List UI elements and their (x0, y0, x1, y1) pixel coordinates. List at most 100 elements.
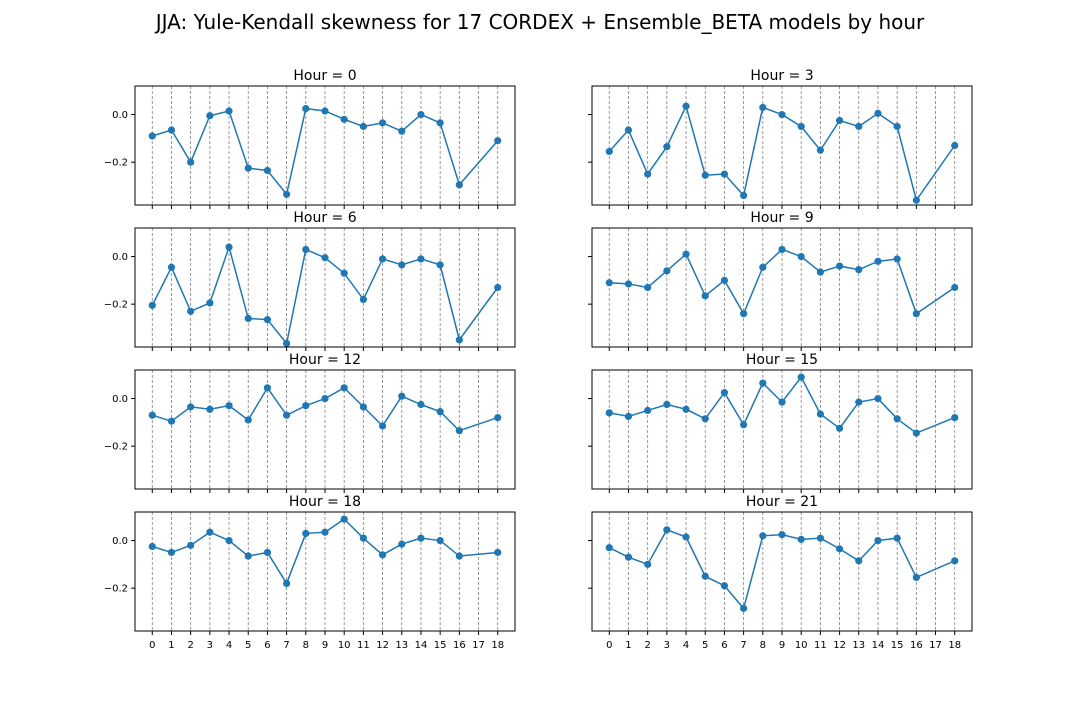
data-point (644, 560, 652, 568)
data-point (855, 398, 863, 406)
data-point (244, 552, 252, 560)
data-point (816, 268, 824, 276)
y-tick-label: −0.2 (104, 584, 128, 595)
x-tick-label: 8 (760, 640, 766, 651)
data-point (455, 427, 463, 435)
series-line (608, 104, 956, 202)
y-tick-label: 0.0 (112, 536, 128, 547)
x-tick-label: 8 (303, 640, 309, 651)
data-point (740, 604, 748, 612)
data-point (417, 110, 425, 119)
data-point (624, 280, 633, 288)
x-tick-label: 10 (338, 640, 351, 651)
axes-frame (591, 85, 973, 206)
data-point (644, 170, 652, 178)
data-point (605, 147, 613, 156)
data-point (797, 122, 805, 131)
data-point (167, 548, 176, 557)
data-point (740, 191, 748, 200)
data-point (206, 112, 214, 120)
data-point (816, 410, 824, 418)
data-point (701, 415, 709, 423)
data-point (835, 116, 844, 125)
x-tick-label: 11 (814, 640, 827, 651)
x-tick-label: 7 (740, 640, 746, 651)
data-point (624, 553, 633, 561)
axes-frame (134, 227, 516, 348)
data-point (398, 540, 406, 548)
data-point (340, 515, 348, 523)
data-point (605, 544, 613, 552)
data-point (302, 529, 310, 538)
data-point (797, 535, 805, 543)
data-point (494, 548, 502, 557)
data-point (321, 528, 329, 536)
panel-title: Hour = 3 (750, 68, 813, 84)
x-tick-label: 12 (833, 640, 846, 651)
x-tick-label: 0 (149, 640, 155, 651)
x-tick-label: 15 (434, 640, 447, 651)
data-point (663, 143, 671, 151)
panel-title: Hour = 15 (746, 352, 818, 368)
data-point (378, 119, 387, 127)
data-point (759, 263, 767, 271)
data-point (912, 196, 920, 204)
data-point (893, 255, 901, 263)
data-point (720, 276, 729, 284)
data-point (359, 534, 367, 542)
chart-panel: Hour = 15 (588, 352, 973, 493)
data-point (283, 579, 291, 588)
data-point (244, 164, 252, 172)
axes-frame (134, 511, 516, 632)
data-point (494, 283, 502, 292)
data-point (855, 557, 863, 565)
x-tick-label: 14 (415, 640, 428, 651)
data-point (148, 132, 156, 140)
x-tick-label: 3 (664, 640, 670, 651)
data-point (283, 190, 291, 198)
data-point (359, 403, 367, 411)
data-point (778, 245, 786, 254)
data-point (835, 545, 844, 553)
data-point (225, 107, 233, 115)
data-point (398, 392, 406, 400)
data-point (893, 534, 901, 542)
axes-frame (591, 227, 973, 348)
data-point (701, 572, 709, 580)
data-point (893, 415, 901, 423)
data-point (283, 411, 291, 419)
data-point (378, 551, 387, 559)
data-point (187, 403, 195, 411)
data-point (206, 528, 214, 536)
data-point (283, 339, 291, 348)
panel-title: Hour = 6 (293, 210, 356, 226)
data-point (340, 269, 348, 277)
data-point (663, 267, 671, 275)
x-tick-label: 14 (872, 640, 885, 651)
panel-title: Hour = 9 (750, 210, 813, 226)
x-tick-label: 1 (168, 640, 174, 651)
y-tick-label: −0.2 (104, 158, 128, 169)
data-point (951, 283, 959, 292)
data-point (951, 414, 959, 422)
data-point (167, 263, 176, 271)
x-tick-label: 16 (910, 640, 923, 651)
data-point (759, 532, 767, 540)
x-tick-label: 2 (187, 640, 193, 651)
x-tick-label: 18 (491, 640, 504, 651)
data-point (206, 405, 214, 413)
data-point (874, 394, 882, 403)
x-tick-label: 10 (795, 640, 808, 651)
data-point (682, 250, 690, 258)
x-tick-label: 18 (948, 640, 961, 651)
data-point (740, 310, 748, 318)
data-point (244, 314, 252, 323)
y-tick-label: −0.2 (104, 300, 128, 311)
data-point (167, 126, 176, 134)
data-point (644, 406, 652, 415)
chart-panel: 0.0 −0.2 Hour = 6 (104, 210, 516, 351)
x-tick-label: 9 (322, 640, 328, 651)
data-point (835, 262, 844, 270)
data-point (797, 252, 805, 261)
